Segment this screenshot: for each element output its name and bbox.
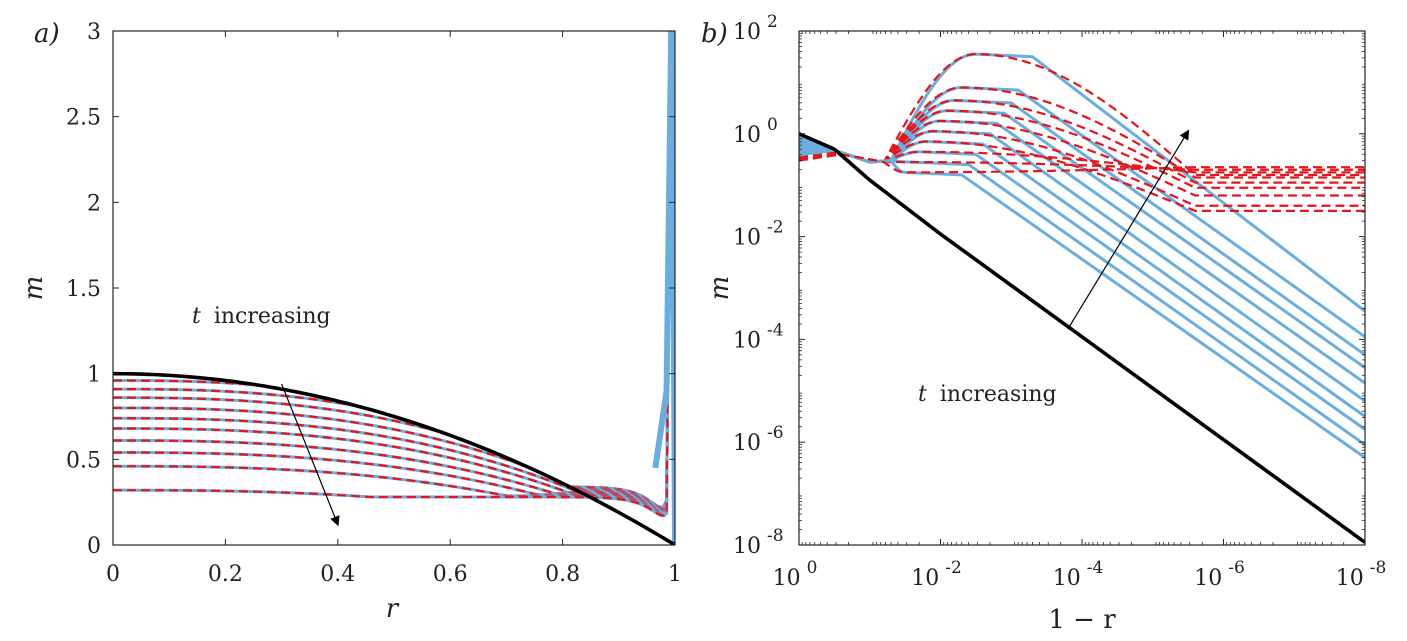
- panel-a-xtick-label: 0.2: [208, 562, 243, 587]
- panel-a-ticks: 0 0.2 0.4 0.6 0.8 1 0 0.5 1 1.5 2 2.5 3: [66, 20, 682, 587]
- panel-b-ylabel: m: [705, 276, 735, 301]
- panel-a-solid-series: [113, 31, 675, 545]
- panel-a-solid-series: [113, 31, 675, 545]
- panel-a-dashed-series: [113, 31, 675, 545]
- panel-b-annotation: t increasing: [918, 129, 1190, 407]
- panel-b-dashed-series: [799, 53, 1365, 177]
- panel-b-ticks: 10 0 10 -2 10 -4 10 -6 10 -8 10 -8 10 -6 10 -4 10 -2 10 0 10…: [733, 12, 1386, 591]
- panel-b-solid-series: [799, 148, 1365, 459]
- panel-b-solid-series: [799, 86, 1365, 339]
- panel-a-dashed-series: [113, 31, 675, 545]
- panel-b-xtick-label: 10 -4: [1053, 558, 1104, 591]
- panel-a-ytick-label: 1: [87, 363, 101, 388]
- panel-b-ytick-label: 10 0: [733, 115, 778, 148]
- panel-b-solid-series: [799, 109, 1365, 369]
- panel-b-xtick-label: 10 -8: [1336, 558, 1387, 591]
- panel-b-frame: [798, 30, 1366, 546]
- panel-a-dashed-series: [113, 31, 675, 545]
- panel-a-xtick-label: 1: [668, 562, 682, 587]
- panel-a-solid-series: [113, 31, 675, 545]
- panel-b-ytick-label: 10 -2: [733, 218, 784, 251]
- panel-a-solid-series: [113, 31, 675, 545]
- panel-b-dashed-series: [799, 109, 1365, 189]
- panel-b-annotation-var: t: [918, 382, 927, 407]
- panel-a-dashed-series: [113, 31, 675, 545]
- panel-a-dashed-series: [113, 31, 675, 545]
- panel-a-xtick-label: 0: [106, 562, 120, 587]
- panel-a-annotation: t increasing: [192, 304, 340, 527]
- panel-a-dashed-series: [113, 31, 675, 545]
- panel-a-xtick-label: 0.8: [545, 562, 580, 587]
- panel-b-xtick-label: 10 -6: [1194, 558, 1245, 591]
- panel-a-ytick-label: 3: [87, 20, 101, 45]
- panel-b: b) 10 0 10 -2 10 -4 10 -6 10 -810 -810 -610 -410 -210…: [701, 12, 1386, 635]
- panel-a-ytick-label: 2: [87, 191, 101, 216]
- panel-b-arrow: [1067, 129, 1190, 330]
- panel-a-annotation-word: increasing: [214, 304, 331, 329]
- panel-a-ytick-label: 2.5: [66, 106, 101, 131]
- panel-a-dashed-series: [113, 31, 675, 545]
- panel-a-ytick-label: 0.5: [66, 448, 101, 473]
- panel-a: a) 0 0.2 0.4 0.6 0.8 1 0 0.5 1 1.5 2 2.5 3 t increas…: [19, 19, 682, 624]
- panel-a-xtick-label: 0.4: [320, 562, 355, 587]
- panel-a-dashed-series: [113, 31, 675, 545]
- panel-b-xlabel: 1 − r: [1048, 605, 1116, 635]
- panel-a-curves: [113, 31, 675, 545]
- panel-b-dashed-series: [799, 99, 1365, 184]
- panel-a-arrow: [281, 383, 340, 527]
- panel-b-annotation-text: t increasing: [918, 382, 1057, 407]
- panel-b-xtick-label: 10 -2: [911, 558, 962, 591]
- panel-a-ytick-label: 1.5: [66, 277, 101, 302]
- panel-b-xtick-label: 10 0: [773, 558, 818, 591]
- panel-a-annotation-var: t: [192, 304, 201, 329]
- panel-a-dashed-series: [113, 31, 675, 545]
- panel-a-ytick-label: 0: [87, 534, 101, 559]
- panel-a-label: a): [34, 19, 60, 49]
- panel-a-xtick-label: 0.6: [433, 562, 468, 587]
- panel-b-dashed-series: [799, 119, 1365, 197]
- panel-a-ylabel: m: [19, 276, 49, 301]
- panel-b-ytick-label: 10 -4: [733, 320, 784, 353]
- panel-b-reference-curve: [799, 132, 1365, 544]
- panel-a-solid-series: [113, 31, 675, 545]
- panel-a-solid-series: [113, 31, 675, 545]
- panel-a-solid-series: [113, 31, 675, 545]
- panel-b-solid-series: [799, 52, 1365, 313]
- panel-a-solid-series: [113, 31, 675, 545]
- panel-a-xlabel: r: [386, 594, 400, 624]
- panel-b-ytick-label: 10 -6: [733, 423, 784, 456]
- panel-a-dashed-series: [113, 31, 675, 545]
- panel-a-solid-series: [113, 31, 675, 545]
- panel-a-annotation-text: t increasing: [192, 304, 331, 329]
- panel-b-dashed-series: [799, 86, 1365, 179]
- panel-b-annotation-word: increasing: [940, 382, 1057, 407]
- panel-a-solid-series: [113, 31, 675, 545]
- panel-b-ytick-label: 10 -8: [733, 526, 784, 559]
- panel-b-curves: [799, 52, 1365, 544]
- panel-b-dashed-series: [799, 140, 1365, 212]
- panel-b-ytick-label: 10 2: [733, 12, 778, 45]
- panel-a-spike: [652, 31, 675, 545]
- panel-b-label: b): [701, 19, 728, 49]
- panel-b-dashed-series: [799, 150, 1365, 174]
- panel-b-dashed-series: [799, 153, 1365, 171]
- panel-a-reference-curve: [113, 371, 675, 545]
